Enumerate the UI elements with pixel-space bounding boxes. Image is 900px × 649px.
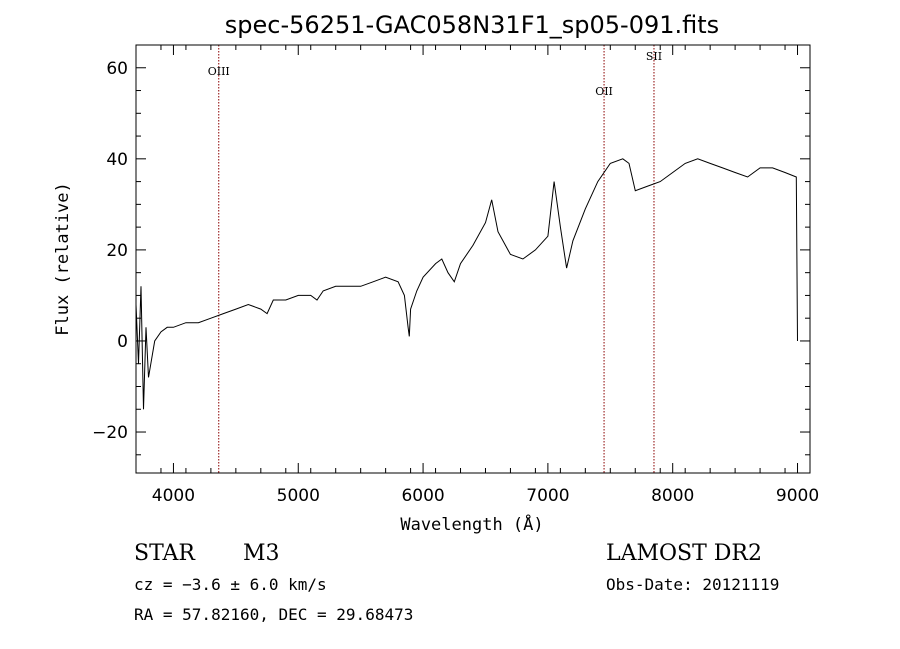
spectral-subclass: M3: [243, 541, 280, 566]
x-tick-label-2: 6000: [401, 486, 444, 506]
y-tick-label-2: 20: [106, 241, 128, 261]
object-type: STAR: [134, 541, 196, 566]
y-tick-label-0: −20: [92, 423, 128, 443]
y-tick-label-4: 60: [106, 59, 128, 79]
x-axis-title: Wavelength (Å): [400, 513, 543, 535]
x-tick-label-0: 4000: [152, 486, 195, 506]
y-tick-labels: −20 0 20 40 60: [92, 59, 128, 443]
y-tick-label-3: 40: [106, 150, 128, 170]
chart-title: spec-56251-GAC058N31F1_sp05-091.fits: [225, 11, 719, 39]
spectrum-series: [135, 158, 798, 410]
y-axis-title: Flux (relative): [53, 182, 73, 336]
x-tick-label-3: 7000: [526, 486, 569, 506]
marker-label-2: SII: [646, 50, 662, 63]
plot-frame: [135, 44, 811, 474]
observation-date: Obs-Date: 20121119: [606, 575, 779, 594]
x-tick-label-5: 9000: [776, 486, 819, 506]
survey-name: LAMOST DR2: [606, 541, 762, 566]
emission-line-markers: OIII OII SII: [208, 45, 662, 473]
x-tick-label-1: 5000: [277, 486, 320, 506]
x-tick-label-4: 8000: [651, 486, 694, 506]
x-tick-labels: 4000 5000 6000 7000 8000 9000: [152, 486, 819, 506]
marker-label-1: OII: [595, 85, 613, 98]
spectrum-line-0: [135, 158, 798, 410]
velocity-readout: cz = −3.6 ± 6.0 km/s: [134, 575, 327, 594]
y-tick-label-1: 0: [117, 332, 128, 352]
coordinates-readout: RA = 57.82160, DEC = 29.68473: [134, 605, 413, 624]
marker-label-0: OIII: [208, 65, 230, 78]
axis-ticks: [135, 44, 811, 473]
